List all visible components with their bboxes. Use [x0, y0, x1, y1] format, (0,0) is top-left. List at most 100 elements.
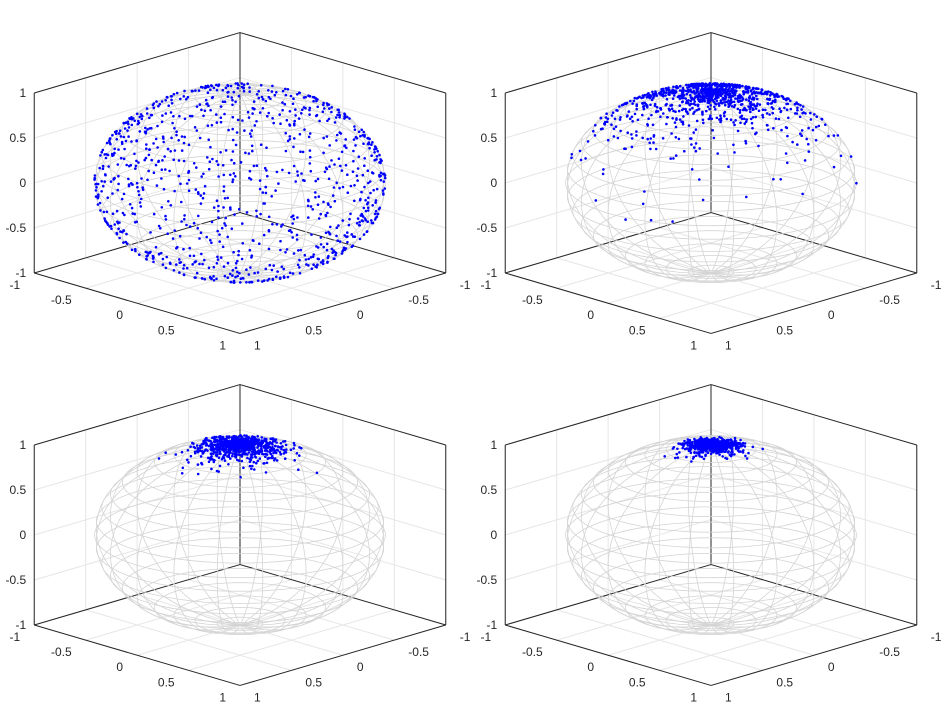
scatter-point: [593, 134, 597, 137]
scatter-point: [148, 127, 151, 130]
scatter-point: [747, 85, 750, 89]
scatter-point: [640, 96, 643, 100]
axis-edge: [239, 624, 446, 686]
scatter-point: [370, 143, 373, 146]
scatter-point: [154, 137, 158, 141]
scatter-point: [612, 135, 616, 138]
scatter-point: [96, 195, 100, 198]
scatter-point: [368, 146, 371, 150]
scatter-point: [650, 98, 654, 102]
scatter-point: [226, 455, 229, 458]
scatter-point: [716, 92, 719, 95]
scatter-point: [347, 223, 351, 227]
scatter-point: [178, 114, 181, 118]
scatter-point: [350, 233, 354, 236]
scatter-point: [694, 443, 697, 446]
scatter-point: [743, 442, 747, 445]
longitude-line: [710, 92, 815, 279]
scatter-point: [333, 199, 337, 203]
scatter-point: [202, 114, 205, 118]
scatter-point: [381, 189, 385, 192]
scatter-point: [217, 209, 220, 213]
scatter-point: [716, 448, 719, 452]
scatter-point: [127, 122, 130, 126]
floor-grid-line: [659, 257, 866, 319]
scatter-point: [230, 438, 234, 441]
scatter-point: [159, 227, 162, 230]
scatter-point: [741, 84, 744, 88]
x-tick-label: 0.5: [305, 675, 322, 689]
scatter-point: [677, 95, 681, 98]
tick-labels: -1-0.500.51-1-0.500.51-1-0.500.51: [6, 438, 471, 704]
scatter-point: [383, 176, 387, 180]
scatter-point: [630, 145, 634, 149]
scatter-point: [665, 88, 669, 91]
scatter-point: [599, 116, 603, 120]
y-tick-label: -0.5: [51, 293, 72, 307]
scatter-point: [230, 227, 234, 230]
scatter-point: [280, 265, 284, 269]
scatter-point: [766, 124, 769, 127]
longitude-line: [136, 439, 241, 626]
scatter-point: [138, 115, 141, 119]
scatter-point: [243, 437, 247, 441]
scatter-point: [694, 149, 698, 153]
scatter-point: [293, 119, 297, 123]
scatter-point: [231, 454, 234, 458]
scatter-point: [135, 139, 138, 143]
scatter-point: [270, 90, 274, 93]
scatter-point: [185, 97, 188, 101]
scatter-point: [693, 437, 696, 441]
scatter-point: [226, 276, 230, 280]
z-tick-label: 0: [491, 176, 498, 190]
scatter-point: [213, 443, 217, 447]
scatter-point: [375, 147, 378, 150]
scatter-point: [697, 84, 700, 88]
scatter-point: [768, 98, 771, 102]
scatter-point: [327, 177, 331, 181]
scatter-point: [739, 438, 742, 442]
scatter-point: [729, 96, 733, 99]
scatter-point: [188, 254, 192, 258]
scatter-point: [322, 103, 325, 107]
chart-top-left: -1-0.500.51-1-0.500.51-1-0.500.51: [6, 32, 471, 353]
scatter-point: [652, 141, 655, 144]
scatter-point: [224, 224, 227, 227]
scatter-point: [340, 169, 344, 172]
scatter-point: [341, 219, 345, 222]
x-tick-label: 0.5: [776, 675, 793, 689]
scatter-point: [227, 450, 231, 454]
longitude-line: [239, 90, 371, 274]
scatter-point: [739, 116, 742, 119]
scatter-point: [140, 117, 144, 121]
scatter-point: [693, 447, 697, 451]
scatter-point: [133, 152, 136, 156]
longitude-line: [710, 92, 735, 283]
scatter-point: [239, 160, 243, 164]
scatter-point: [217, 204, 220, 208]
scatter-point: [206, 449, 209, 452]
axes-box: [504, 32, 918, 334]
scatter-point: [720, 439, 724, 443]
scatter-point: [258, 111, 262, 114]
scatter-point: [696, 104, 700, 108]
scatter-point: [795, 112, 799, 115]
scatter-point: [321, 260, 325, 263]
scatter-point: [732, 100, 736, 104]
x-tick-label: 0.5: [776, 323, 793, 337]
scatter-point: [322, 107, 326, 110]
scatter-point: [169, 111, 173, 114]
scatter-point: [326, 202, 330, 205]
scatter-point: [730, 105, 734, 108]
scatter-point: [628, 117, 632, 121]
scatter-point: [210, 452, 213, 455]
scatter-point: [285, 448, 288, 451]
scatter-point: [641, 136, 644, 140]
scatter-point: [315, 245, 318, 248]
longitude-line: [710, 444, 842, 628]
scatter-point: [726, 88, 730, 92]
scatter-point: [231, 150, 235, 153]
scatter-point: [696, 446, 699, 450]
scatter-point: [219, 256, 223, 259]
scatter-point: [774, 117, 778, 120]
